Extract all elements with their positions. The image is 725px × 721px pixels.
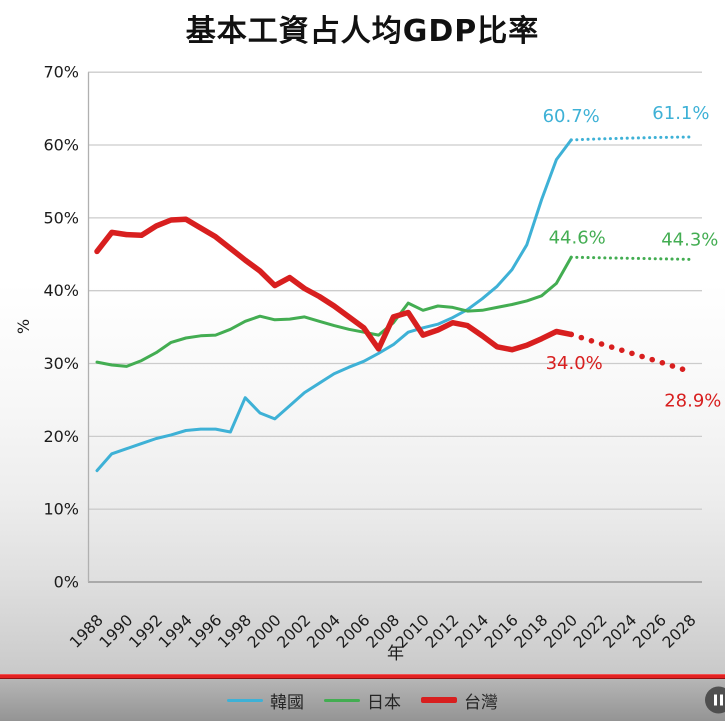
y-tick-label: 30% [43,354,79,373]
x-tick-label: 2012 [422,611,463,652]
x-tick-label: 1990 [96,611,137,652]
x-tick-label: 2006 [333,611,374,652]
y-tick-label: 70% [43,63,79,82]
y-axis-title: % [14,318,34,335]
x-tick-label: 1994 [155,611,196,652]
x-tick-label: 2014 [452,611,493,652]
pause-button[interactable] [705,686,725,714]
x-tick-label: 2020 [540,611,581,652]
x-tick-label: 2002 [274,611,315,652]
chart-legend: 韓國 日本 台灣 [227,688,498,713]
annotation-label: 44.6% [549,228,606,249]
x-tick-label: 2018 [511,611,552,652]
y-tick-label: 10% [43,500,79,519]
x-tick-label: 1992 [125,611,166,652]
legend-line-swatch [227,698,263,702]
annotation-label: 44.3% [661,230,718,251]
annotation-label: 61.1% [652,103,709,124]
line-chart: 0%10%20%30%40%50%60%70%19881990199219941… [43,63,721,652]
legend-label: 日本 [367,692,401,713]
y-tick-label: 50% [43,208,79,227]
y-tick-label: 40% [43,281,79,300]
series-line-japan [95,255,573,368]
series-projection-line-taiwan [568,331,693,375]
legend-item-japan: 日本 [324,688,401,713]
annotation-label: 34.0% [546,353,603,374]
x-tick-label: 1988 [66,611,107,652]
annotation-label: 60.7% [543,106,600,127]
legend-line-swatch [421,697,457,703]
pause-icon [714,694,723,706]
legend-line-swatch [324,698,360,702]
series-projection-line-japan [569,255,692,261]
x-tick-label: 2024 [600,611,641,652]
x-tick-label: 2028 [659,611,700,652]
x-tick-label: 2000 [244,611,285,652]
y-tick-label: 0% [54,573,79,592]
annotation-label: 28.9% [664,391,721,412]
x-tick-label: 1996 [185,611,226,652]
series-projection-line-korea [569,135,692,142]
x-tick-label: 2022 [570,611,611,652]
x-axis-title: 年 [387,644,404,664]
series-line-taiwan [94,216,574,353]
chart-area: 基本工資占人均GDP比率 0% 10% 20% 30% 40% 50% 60% 70% 1988… [0,0,725,674]
video-control-bar: 韓國 日本 台灣 [0,679,725,721]
x-tick-label: 1998 [214,611,255,652]
y-tick-label: 20% [43,427,79,446]
legend-item-taiwan: 台灣 [421,688,498,713]
series-line-korea [95,138,573,473]
legend-label: 韓國 [270,692,304,713]
legend-label: 台灣 [464,692,498,713]
y-tick-label: 60% [43,136,79,155]
chart-title: 基本工資占人均GDP比率 [185,14,540,49]
x-tick-label: 2004 [303,611,344,652]
x-tick-label: 2016 [481,611,522,652]
video-progress-bar[interactable] [0,674,725,679]
x-tick-label: 2026 [629,611,670,652]
legend-item-korea: 韓國 [227,688,304,713]
